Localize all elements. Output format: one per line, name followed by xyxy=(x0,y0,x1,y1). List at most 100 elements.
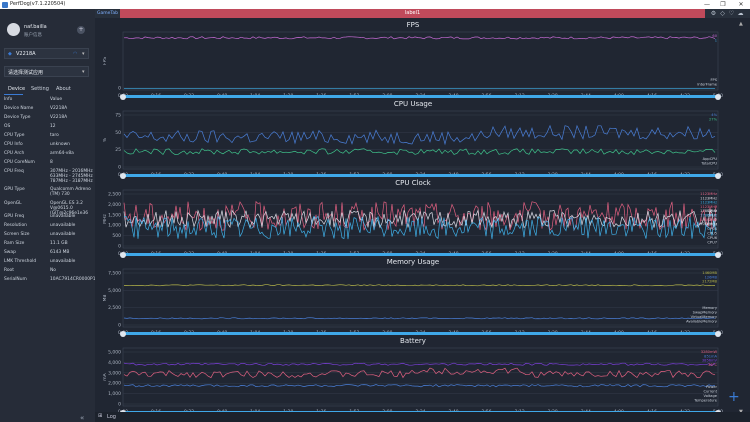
tab-setting[interactable]: Setting xyxy=(31,86,49,92)
legend-entry: VirtualMemory xyxy=(691,315,718,319)
legend-value: 2016MHz xyxy=(700,222,717,226)
legend-entry: CPU6 xyxy=(707,236,717,240)
chart-svg[interactable]: 7,5005,0002,5000MB0:000:160:320:481:041:… xyxy=(103,267,723,337)
chart-svg[interactable]: 2,5002,0001,5001,0005000MHz0:000:160:320… xyxy=(103,188,723,258)
chart-svg[interactable]: 5,0004,0003,0002,0001,0000mA0:000:160:32… xyxy=(103,346,723,416)
close-button[interactable]: ✕ xyxy=(738,1,744,8)
collapse-sidebar-icon[interactable]: « xyxy=(80,414,85,422)
tab-bar: GameTab label1 ⚙ ◇ ♡ ☁ xyxy=(95,9,750,18)
y-axis-label: mA xyxy=(103,372,108,380)
account-info-link[interactable]: 账户信息 xyxy=(24,33,42,38)
info-row: Device Name V2218A xyxy=(0,104,95,113)
timeline-handle-start[interactable] xyxy=(120,251,126,258)
info-key: CPU Arch xyxy=(4,151,25,156)
expand-log-icon[interactable]: ⊞ xyxy=(98,413,103,419)
y-tick-label: 2,500 xyxy=(108,192,121,198)
legend-entry: CPU0 xyxy=(707,209,717,213)
timeline-handle-end[interactable] xyxy=(715,251,721,258)
info-row: Ram Size 11.1 GB xyxy=(0,239,95,248)
info-key: CPU Info xyxy=(4,142,23,147)
y-tick-label: 0 xyxy=(118,86,121,92)
timeline-scrollbar[interactable] xyxy=(120,330,721,337)
tab-label1[interactable]: label1 xyxy=(120,9,705,18)
info-row: SerialNum 10AC7914CR0000P1 xyxy=(0,275,95,284)
timeline-handle-end[interactable] xyxy=(715,172,721,179)
timeline-scrollbar[interactable] xyxy=(120,251,721,258)
legend-entry: FPS xyxy=(710,78,717,82)
y-tick-label: 1,000 xyxy=(108,223,121,229)
info-row: CPU Info unknown xyxy=(0,140,95,149)
info-key: SerialNum xyxy=(4,277,27,282)
y-tick-label: 2,500 xyxy=(108,305,121,311)
legend-value: 1785MHz xyxy=(700,218,717,222)
info-value: unknown xyxy=(50,142,70,147)
legend-value: 1123MHz xyxy=(700,205,717,209)
vertical-scrollbar[interactable]: ▲ ▼ xyxy=(738,21,746,416)
legend-entry: SwapMemory xyxy=(693,311,718,315)
info-key: OS xyxy=(4,124,11,129)
app-icon xyxy=(2,1,8,8)
timeline-handle-end[interactable] xyxy=(715,330,721,337)
chart-cpu-usage: CPU Usage7550250%0:000:160:320:481:041:2… xyxy=(103,100,723,179)
info-key: Screen Size xyxy=(4,232,30,237)
timeline-handle-start[interactable] xyxy=(120,172,126,179)
chart-svg[interactable]: 0FPS0:000:160:320:481:041:201:361:522:08… xyxy=(103,30,723,100)
avatar[interactable] xyxy=(7,23,20,36)
active-tab-indicator xyxy=(4,94,23,95)
device-select[interactable]: ◆ V2218A ◠ ▾ xyxy=(4,48,89,59)
info-key: Ram Size xyxy=(4,241,25,246)
info-value: V2218A xyxy=(50,115,68,120)
info-row: CPU CoreNum 8 xyxy=(0,158,95,167)
pin-icon[interactable]: ♡ xyxy=(728,10,735,17)
chevron-down-icon: ▾ xyxy=(82,51,85,57)
timeline-handle-start[interactable] xyxy=(120,330,126,337)
add-button[interactable]: + xyxy=(77,26,85,34)
legend-value: 1123MHz xyxy=(700,192,717,196)
info-key: CPU Type xyxy=(4,133,25,138)
legend-value: 1 xyxy=(715,38,717,42)
title-bar: PerfDog(v7.1.220504) — ❐ ✕ xyxy=(0,0,750,9)
scroll-up-icon[interactable]: ▲ xyxy=(739,21,743,27)
legend-value: 4% xyxy=(711,113,717,117)
chart-svg[interactable]: 7550250%0:000:160:320:481:041:201:361:52… xyxy=(103,109,723,179)
tab-gametab[interactable]: GameTab xyxy=(96,11,118,16)
y-tick-label: 2,000 xyxy=(108,202,121,208)
legend-value: 3856mV xyxy=(702,359,718,363)
tab-device[interactable]: Device xyxy=(8,86,26,92)
y-tick-label: 1,000 xyxy=(108,391,121,397)
y-axis-label: MHz xyxy=(103,214,108,224)
info-value: V2218A xyxy=(50,106,68,111)
chevron-down-icon: ▾ xyxy=(82,69,85,75)
info-row: CPU Arch arm64-v8a xyxy=(0,149,95,158)
timeline-handle-end[interactable] xyxy=(715,93,721,100)
y-tick-label: 3,000 xyxy=(108,370,121,376)
info-row: Screen Size unavailable xyxy=(0,230,95,239)
upload-icon[interactable]: ☁ xyxy=(737,10,744,17)
legend-entry: CPU1 xyxy=(707,214,717,218)
timeline-handle-start[interactable] xyxy=(120,93,126,100)
info-value: 8 xyxy=(50,160,53,165)
legend-entry: Temperature xyxy=(693,399,718,403)
header-info: Info xyxy=(4,97,13,102)
maximize-button[interactable]: ❐ xyxy=(720,1,726,8)
info-value: Qualcomm Adreno (TM) 730 xyxy=(50,187,91,197)
legend-value: 1123MHz xyxy=(700,201,717,205)
tab-about[interactable]: About xyxy=(56,86,71,92)
info-row: Root No xyxy=(0,266,95,275)
minimize-button[interactable]: — xyxy=(704,1,710,8)
marker-icon[interactable]: ◇ xyxy=(720,10,725,17)
app-select[interactable]: 请选择测试应用 ▾ xyxy=(4,66,89,77)
y-axis-label: MB xyxy=(103,295,108,302)
legend-value: 2172MB xyxy=(702,280,717,284)
timeline-scrollbar[interactable] xyxy=(120,93,721,100)
series-line xyxy=(123,209,717,229)
plot-area xyxy=(122,268,719,328)
info-row: CPU Freq 307MHz - 2016MHz 633MHz - 2745MH… xyxy=(0,167,95,184)
legend-entry: Voltage xyxy=(704,394,718,398)
log-label[interactable]: Log xyxy=(107,414,116,420)
timeline-scrollbar[interactable] xyxy=(120,172,721,179)
info-row: OpenGL OpenGL ES 3.2 V@0615.0 (GIT@2c96e1… xyxy=(0,199,95,216)
add-chart-icon[interactable]: + xyxy=(728,389,740,405)
settings-icon[interactable]: ⚙ xyxy=(710,10,717,17)
